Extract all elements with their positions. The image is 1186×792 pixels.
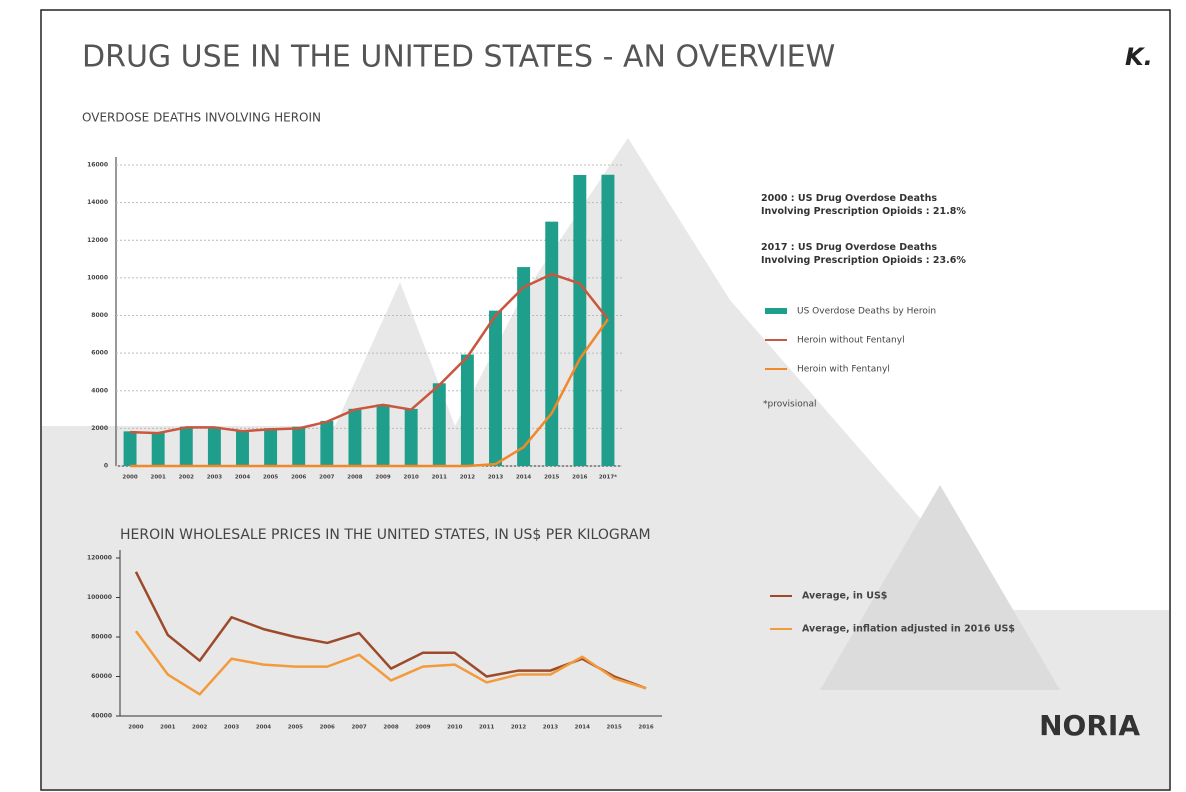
bar: [348, 408, 362, 466]
x-tick-label: 2005: [288, 725, 303, 731]
x-tick-label: 2007: [319, 475, 334, 481]
x-tick-label: 2001: [151, 475, 166, 481]
x-tick-label: 2015: [544, 475, 559, 481]
x-tick-label: 2006: [291, 475, 306, 481]
bar: [207, 426, 221, 466]
bar: [320, 420, 334, 466]
y-tick-label: 40000: [91, 713, 112, 720]
note: *provisional: [763, 400, 816, 410]
x-tick-label: 2003: [207, 475, 222, 481]
line: [130, 272, 609, 435]
x-tick-label: 2010: [404, 475, 419, 481]
x-tick-label: 2012: [511, 725, 526, 731]
bar: [292, 426, 306, 466]
x-tick-label: 2009: [415, 725, 430, 731]
bar: [264, 428, 278, 466]
x-tick-label: 2011: [479, 725, 494, 731]
bar: [179, 426, 193, 466]
bar: [517, 267, 531, 466]
line: [134, 630, 647, 696]
x-tick-label: 2013: [488, 475, 503, 481]
x-tick-label: 2002: [192, 725, 207, 731]
y-tick-label: 6000: [91, 350, 108, 357]
bar: [151, 432, 165, 466]
legend-label: Average, inflation adjusted in 2016 US$: [802, 624, 1015, 635]
legend-label: US Overdose Deaths by Heroin: [797, 307, 936, 317]
y-tick-label: 0: [104, 463, 108, 470]
x-tick-label: 2008: [383, 725, 398, 731]
x-tick-label: 2016: [572, 475, 587, 481]
x-tick-label: 2007: [351, 725, 366, 731]
x-tick-label: 2017*: [599, 475, 617, 481]
line: [134, 571, 647, 690]
x-tick-label: 2005: [263, 475, 278, 481]
legend-label: Heroin with Fentanyl: [797, 365, 890, 375]
annotation: 2017 : US Drug Overdose Deaths Involving…: [761, 242, 966, 266]
logo: K.: [1125, 43, 1153, 71]
bar: [376, 404, 390, 466]
y-tick-label: 14000: [87, 199, 108, 206]
x-tick-label: 2010: [447, 725, 462, 731]
x-tick-label: 2004: [235, 475, 250, 481]
x-tick-label: 2008: [347, 475, 362, 481]
x-tick-label: 2009: [375, 475, 390, 481]
x-tick-label: 2000: [128, 725, 143, 731]
y-tick-label: 10000: [87, 274, 108, 281]
bar: [123, 431, 137, 466]
annotation: 2000 : US Drug Overdose Deaths Involving…: [761, 193, 966, 217]
y-tick-label: 100000: [87, 594, 112, 601]
bar: [236, 430, 249, 466]
bar: [432, 383, 446, 466]
bar: [489, 310, 502, 466]
x-tick-label: 2000: [122, 475, 137, 481]
y-tick-label: 60000: [91, 673, 112, 680]
y-tick-label: 8000: [91, 312, 108, 319]
x-tick-label: 2002: [179, 475, 194, 481]
bar: [545, 221, 559, 466]
x-tick-label: 2015: [607, 725, 622, 731]
x-tick-label: 2016: [638, 725, 653, 731]
x-tick-label: 2011: [432, 475, 447, 481]
x-tick-label: 2001: [160, 725, 175, 731]
x-tick-label: 2014: [575, 725, 590, 731]
y-tick-label: 2000: [91, 425, 108, 432]
y-tick-label: 12000: [87, 237, 108, 244]
legend-label: Heroin without Fentanyl: [797, 336, 905, 346]
main-title: DRUG USE IN THE UNITED STATES - AN OVERV…: [82, 40, 835, 75]
bar: [460, 354, 474, 466]
x-tick-label: 2012: [460, 475, 475, 481]
brand: NORIA: [1039, 709, 1140, 742]
legend-label: Average, in US$: [802, 591, 887, 602]
x-tick-label: 2004: [256, 725, 271, 731]
bar: [404, 408, 418, 466]
line: [130, 318, 609, 468]
x-tick-label: 2013: [543, 725, 558, 731]
x-tick-label: 2014: [516, 475, 531, 481]
y-tick-label: 80000: [91, 634, 112, 641]
x-tick-label: 2003: [224, 725, 239, 731]
y-tick-label: 120000: [87, 555, 112, 562]
chart-title: HEROIN WHOLESALE PRICES IN THE UNITED ST…: [120, 527, 651, 543]
y-tick-label: 4000: [91, 387, 108, 394]
chart-title: OVERDOSE DEATHS INVOLVING HEROIN: [82, 111, 321, 125]
bar: [573, 174, 587, 466]
legend-swatch: [765, 308, 787, 314]
y-tick-label: 16000: [87, 162, 108, 169]
x-tick-label: 2006: [320, 725, 335, 731]
